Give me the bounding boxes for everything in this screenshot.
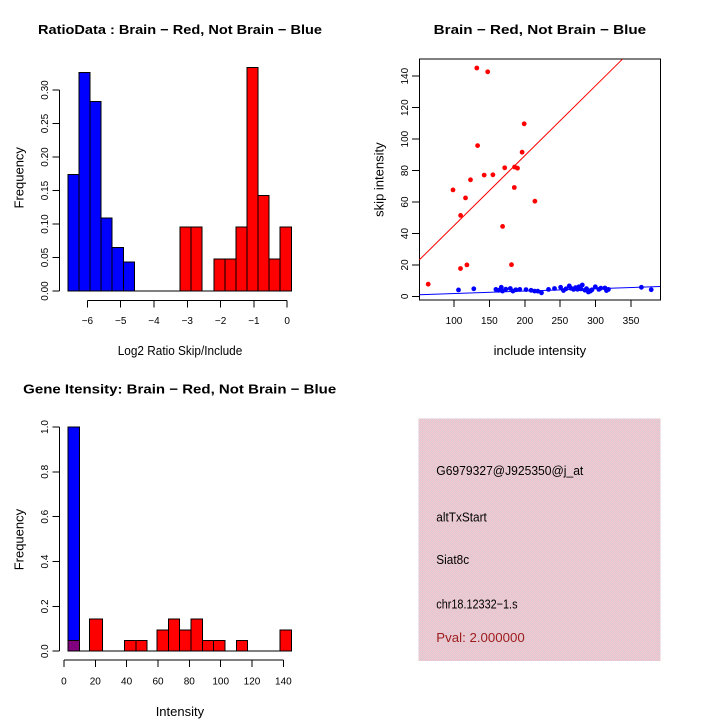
svg-text:80: 80 [184,677,196,688]
svg-text:350: 350 [623,316,640,327]
svg-text:−5: −5 [115,316,127,327]
svg-text:100: 100 [212,677,229,688]
svg-text:0.20: 0.20 [40,147,51,167]
svg-text:100: 100 [446,316,463,327]
svg-text:0: 0 [400,293,411,299]
svg-text:0.0: 0.0 [40,644,51,658]
svg-text:Frequency: Frequency [12,147,27,209]
svg-text:0.05: 0.05 [40,247,51,267]
svg-text:0.6: 0.6 [40,509,51,523]
svg-text:chr18.12332−1.s: chr18.12332−1.s [436,596,518,611]
svg-text:Frequency: Frequency [12,508,27,570]
svg-text:0.15: 0.15 [40,180,51,200]
svg-text:250: 250 [551,316,568,327]
svg-text:skip intensity: skip intensity [372,142,387,217]
svg-text:0: 0 [61,677,67,688]
svg-text:150: 150 [481,316,498,327]
svg-text:1.0: 1.0 [40,420,51,434]
svg-text:20: 20 [400,259,411,271]
svg-text:−4: −4 [148,316,160,327]
svg-text:−3: −3 [182,316,194,327]
svg-text:20: 20 [90,677,102,688]
svg-text:0.25: 0.25 [40,113,51,133]
svg-text:Pval: 2.000000: Pval: 2.000000 [436,630,525,645]
svg-text:80: 80 [400,165,411,177]
svg-text:0.10: 0.10 [40,214,51,234]
svg-text:120: 120 [400,99,411,116]
svg-text:include intensity: include intensity [494,343,587,358]
svg-text:300: 300 [587,316,604,327]
svg-text:0.2: 0.2 [40,599,51,613]
svg-text:40: 40 [400,228,411,240]
svg-text:Brain − Red, Not Brain − Blue: Brain − Red, Not Brain − Blue [434,22,647,37]
svg-text:altTxStart: altTxStart [436,510,487,525]
svg-text:0.4: 0.4 [40,554,51,568]
svg-text:140: 140 [400,67,411,84]
svg-text:0: 0 [284,316,290,327]
svg-text:60: 60 [152,677,164,688]
svg-text:−1: −1 [248,316,260,327]
svg-text:Intensity: Intensity [156,704,205,719]
svg-text:0.8: 0.8 [40,464,51,478]
svg-text:Gene Itensity: Brain − Red, No: Gene Itensity: Brain − Red, Not Brain − … [23,382,336,397]
svg-text:40: 40 [121,677,133,688]
svg-text:140: 140 [275,677,292,688]
svg-text:100: 100 [400,130,411,147]
svg-text:60: 60 [400,196,411,208]
svg-text:Log2 Ratio Skip/Include: Log2 Ratio Skip/Include [118,343,243,358]
svg-text:−6: −6 [82,316,94,327]
svg-text:200: 200 [516,316,533,327]
svg-text:120: 120 [244,677,261,688]
svg-text:0.30: 0.30 [40,80,51,100]
svg-text:RatioData : Brain − Red, Not B: RatioData : Brain − Red, Not Brain − Blu… [38,22,322,37]
svg-text:−2: −2 [215,316,227,327]
svg-text:Siat8c: Siat8c [436,552,469,567]
svg-text:0.00: 0.00 [40,281,51,301]
svg-text:G6979327@J925350@j_at: G6979327@J925350@j_at [436,463,583,478]
